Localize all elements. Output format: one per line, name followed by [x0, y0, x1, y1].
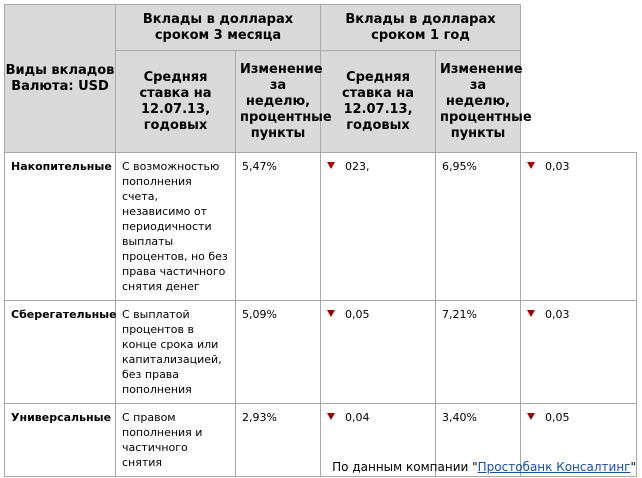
subcolumn-header: Изменение за неделю, процентные пункты	[235, 50, 332, 153]
change-value: 0,05	[345, 308, 370, 321]
rate-cell: 5,09%	[235, 300, 321, 404]
change-value: 023,	[345, 160, 370, 173]
rate-cell: 3,40%	[435, 403, 521, 477]
change-cell: 0,05	[520, 403, 637, 477]
deposit-description: С выплатой процентов в конце срока или к…	[115, 300, 236, 404]
subcolumn-header: Изменение за неделю, процентные пункты	[435, 50, 532, 153]
source-note: По данным компании "Простобанк Консалтин…	[332, 460, 636, 474]
table-row: Накопительные С возможностью пополнения с…	[4, 152, 637, 301]
deposit-type: Накопительные	[4, 152, 116, 301]
subcolumn-header: Средняя ставка на 12.07.13, годовых	[320, 50, 436, 153]
table-body: Накопительные С возможностью пополнения с…	[4, 152, 637, 477]
down-arrow	[327, 413, 335, 420]
change-cell: 0,05	[320, 300, 436, 404]
change-cell: 023,	[320, 152, 436, 301]
rate-cell: 6,95%	[435, 152, 521, 301]
group-header: Вклады в долларах сроком 1 год	[320, 4, 521, 51]
rate-cell: 5,47%	[235, 152, 321, 301]
subcolumn-header: Средняя ставка на 12.07.13, годовых	[115, 50, 236, 153]
down-arrow	[527, 310, 535, 317]
row-label-header: Виды вкладов Валюта: USD	[4, 4, 116, 153]
header-line: Валюта: USD	[11, 78, 109, 94]
source-suffix: "	[630, 460, 636, 474]
source-link[interactable]: Простобанк Консалтинг	[477, 460, 631, 474]
group-header: Вклады в долларах сроком 3 месяца	[115, 4, 321, 51]
down-arrow	[527, 413, 535, 420]
source-prefix: По данным компании "	[332, 460, 478, 474]
change-value: 0,05	[545, 411, 570, 424]
deposit-type: Универсальные	[4, 403, 116, 477]
change-value: 0,03	[545, 308, 570, 321]
table-row: Универсальные С правом пополнения и части…	[4, 403, 637, 477]
change-value: 0,03	[545, 160, 570, 173]
header-line: Виды вкладов	[5, 62, 115, 78]
table-row: Сберегательные С выплатой процентов в кон…	[4, 300, 637, 404]
down-arrow	[327, 310, 335, 317]
deposit-type: Сберегательные	[4, 300, 117, 404]
change-cell: 0,03	[520, 300, 637, 404]
down-arrow	[327, 162, 335, 169]
change-cell: 0,03	[520, 152, 637, 301]
change-cell: 0,04	[320, 403, 436, 477]
deposit-table: Виды вкладов Валюта: USD Вклады в доллар…	[4, 4, 637, 477]
deposit-description: С правом пополнения и частичного снятия	[115, 403, 236, 477]
rate-cell: 7,21%	[435, 300, 521, 404]
down-arrow	[527, 162, 535, 169]
deposit-description: С возможностью пополнения счета, независ…	[115, 152, 236, 301]
rate-cell: 2,93%	[235, 403, 321, 477]
change-value: 0,04	[345, 411, 370, 424]
